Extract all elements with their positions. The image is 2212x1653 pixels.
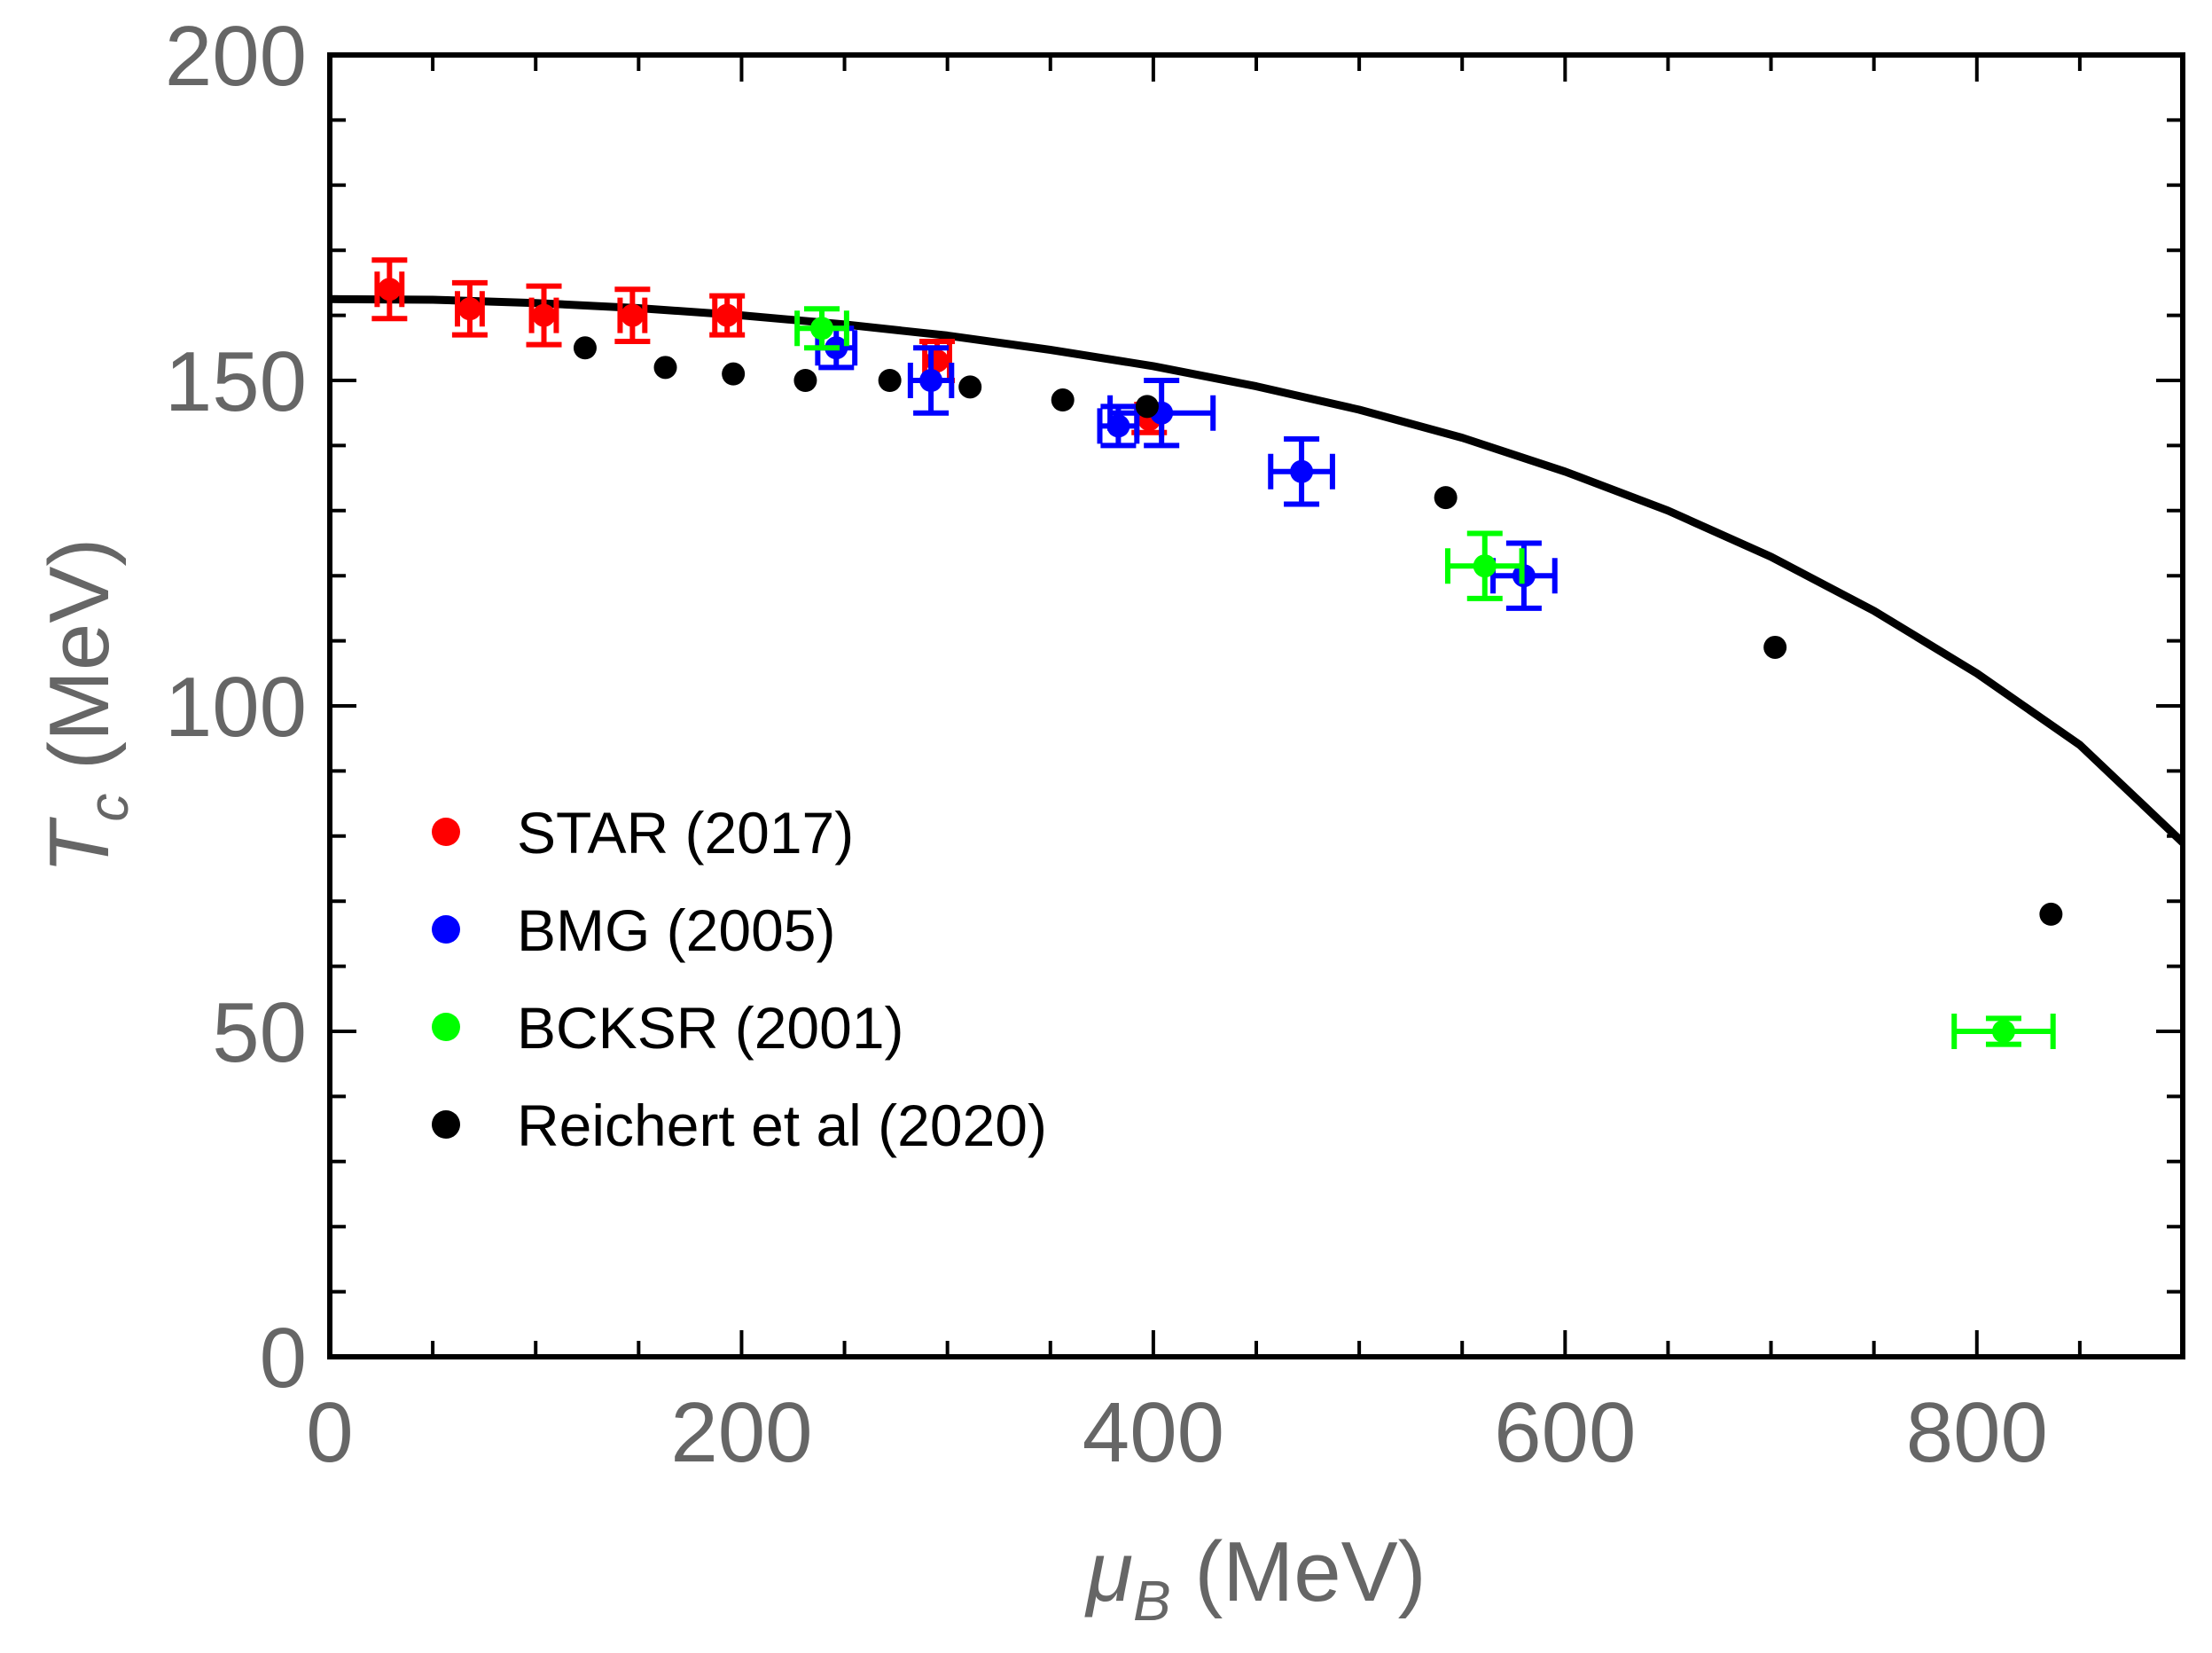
plot-background [330, 55, 2183, 1357]
reichert-et-al-2020-point [958, 375, 982, 399]
series-reichert-et-al-2020 [573, 336, 2063, 926]
legend-marker [432, 818, 460, 846]
x-axis-symbol: μ [1083, 1524, 1133, 1619]
reichert-et-al-2020-point [878, 369, 902, 392]
legend-label: BCKSR (2001) [517, 995, 904, 1061]
reichert-et-al-2020-point [2039, 902, 2063, 926]
star-2017-point [378, 278, 402, 302]
x-tick-label: 400 [1083, 1385, 1224, 1480]
legend-label: BMG (2005) [517, 897, 835, 963]
star-2017-point [715, 303, 739, 327]
legend-marker [432, 1013, 460, 1041]
y-tick-label: 0 [260, 1311, 307, 1406]
reichert-et-al-2020-point [653, 356, 677, 380]
y-tick-label: 100 [165, 660, 307, 755]
plot-area [330, 55, 2183, 1357]
reichert-et-al-2020-point [573, 336, 597, 360]
y-axis-subscript: c [76, 794, 140, 822]
star-2017-point [621, 303, 645, 327]
tick-labels: 0 200 400 600 800 0 50 100 150 200 [165, 9, 2048, 1480]
bcksr-2001-point [1473, 554, 1497, 578]
bmg-2005-point [1290, 459, 1314, 483]
data-points-layer [371, 257, 2063, 1049]
reichert-et-al-2020-point [722, 362, 746, 386]
star-2017-point [532, 303, 556, 327]
y-tick-label: 50 [212, 985, 307, 1080]
x-axis-subscript: B [1133, 1569, 1171, 1633]
y-axis-symbol: T [32, 816, 127, 874]
x-tick-label: 800 [1906, 1385, 2048, 1480]
bcksr-2001-point [1991, 1020, 2015, 1043]
reichert-et-al-2020-point [1434, 486, 1458, 510]
legend-marker [432, 915, 460, 944]
y-tick-label: 200 [165, 9, 307, 104]
x-axis-unit: (MeV) [1171, 1524, 1426, 1619]
y-tick-label: 150 [165, 334, 307, 429]
x-tick-label: 0 [306, 1385, 353, 1480]
reichert-et-al-2020-point [793, 369, 817, 392]
legend-marker [432, 1110, 460, 1139]
reichert-et-al-2020-point [1763, 635, 1787, 659]
y-axis-unit: (MeV) [32, 538, 127, 794]
legend-label: STAR (2017) [517, 800, 854, 866]
bmg-2005-point [919, 369, 943, 392]
plot-frame [327, 52, 2185, 1359]
reichert-et-al-2020-point [1135, 395, 1159, 419]
x-tick-label: 600 [1494, 1385, 1636, 1480]
bcksr-2001-point [810, 317, 834, 341]
legend: STAR (2017) BMG (2005) BCKSR (2001) Reicher… [432, 800, 1047, 1158]
legend-label: Reichert et al (2020) [517, 1093, 1047, 1158]
y-axis-title: Tc (MeV) [32, 538, 140, 874]
plot-border [327, 52, 2185, 1359]
star-2017-point [457, 297, 481, 321]
x-axis-title: μB (MeV) [1083, 1524, 1426, 1633]
reichert-et-al-2020-point [1051, 388, 1075, 412]
x-tick-label: 200 [670, 1385, 812, 1480]
series-bcksr-2001 [794, 306, 2056, 1049]
